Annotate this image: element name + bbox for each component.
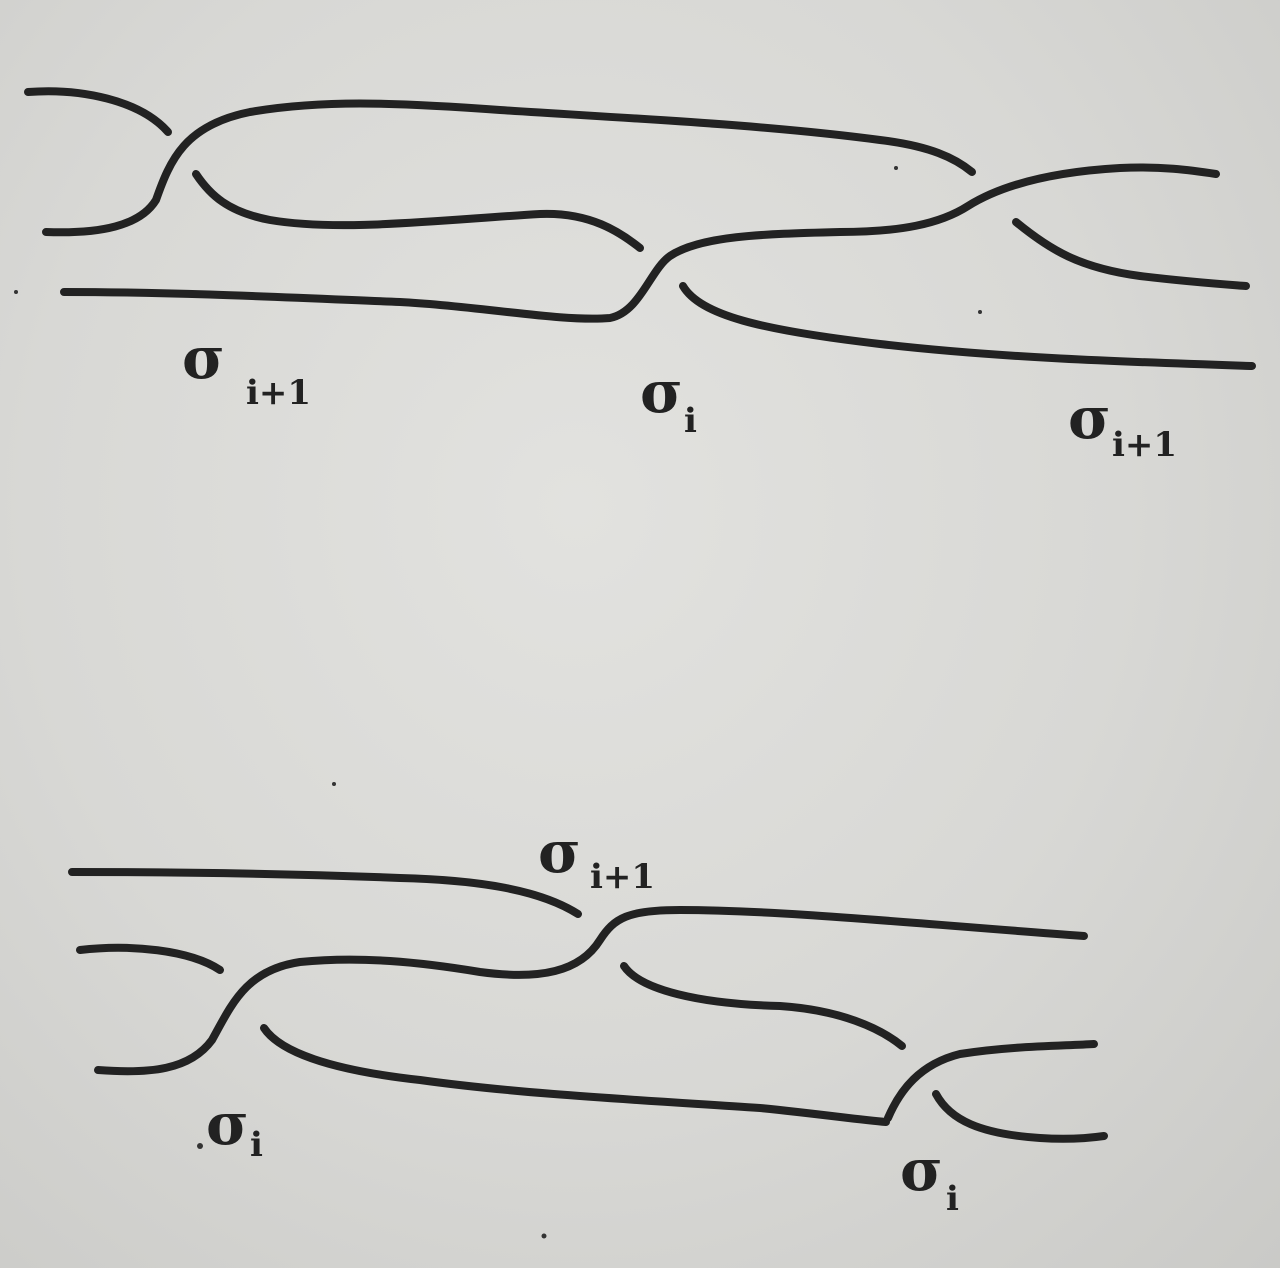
speck [978,310,982,314]
bottom-strand-c [94,906,1088,1076]
top-strand-a-right [679,282,1256,370]
bottom-label-sigma-i-plus-1: σ i+1 [538,818,655,897]
sigma-symbol: σ [538,818,581,886]
top-braid-diagram [24,87,1256,370]
top-strand-c [60,163,1220,323]
bottom-strand-b-mid [260,1024,890,1126]
sigma-symbol: σ [640,358,683,426]
sigma-subscript: i+1 [246,373,311,413]
top-label-sigma-i-plus-1-left: σ i+1 [182,324,311,413]
sigma-subscript: i [684,401,697,441]
sigma-symbol: σ [182,324,225,392]
sigma-subscript: i+1 [1112,425,1177,465]
sigma-symbol: σ [1068,384,1111,452]
speck [14,290,18,294]
bottom-strand-a-right [932,1090,1108,1143]
bottom-strand-a-mid [620,962,906,1050]
speck [894,166,898,170]
bottom-braid-diagram [68,868,1108,1143]
bottom-label-sigma-i-left: σ i [206,1090,263,1165]
sigma-symbol: σ [206,1090,249,1158]
sigma-subscript: i+1 [590,857,655,897]
speck [541,1233,547,1239]
speck [332,782,336,786]
top-strand-a-left [24,87,172,136]
sigma-subscript: i [250,1125,263,1165]
whiteboard-specks [14,166,982,1239]
bottom-label-sigma-i-right: σ i [900,1136,959,1219]
top-label-sigma-i-plus-1-right: σ i+1 [1068,384,1177,465]
bottom-strand-d-right [884,1040,1098,1122]
top-strand-a-mid [192,170,644,252]
bottom-strand-b-left [76,943,224,974]
bottom-strand-a-left [68,868,582,918]
top-strand-d-right [1012,218,1250,290]
speck [197,1143,203,1149]
top-strand-b [42,99,976,237]
top-label-sigma-i: σ i [640,358,697,441]
sigma-subscript: i [946,1179,959,1219]
sigma-symbol: σ [900,1136,943,1204]
